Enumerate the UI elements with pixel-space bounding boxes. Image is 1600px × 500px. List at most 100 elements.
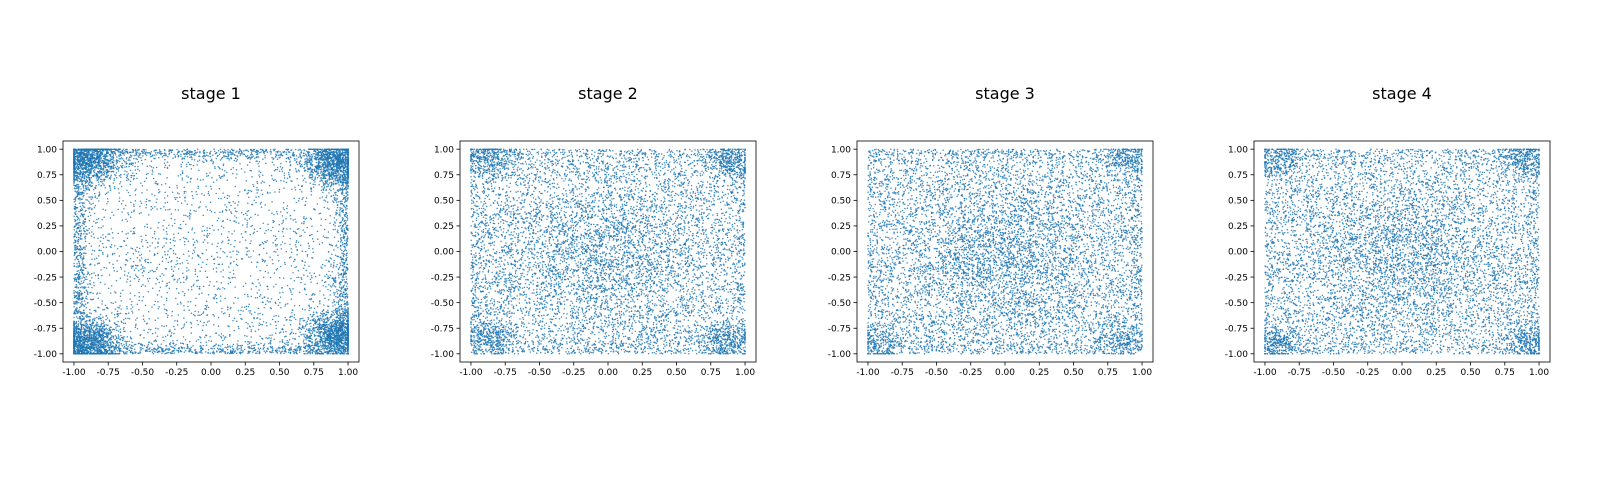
scatter-point — [327, 173, 329, 175]
scatter-point — [283, 209, 285, 211]
scatter-point — [344, 352, 346, 354]
scatter-point — [107, 325, 109, 327]
scatter-point — [140, 349, 142, 351]
scatter-point — [126, 313, 128, 315]
scatter-point — [171, 332, 173, 334]
scatter-point — [118, 330, 120, 332]
scatter-point — [334, 199, 336, 201]
scatter-point — [234, 246, 236, 248]
scatter-point — [146, 174, 148, 176]
scatter-point — [76, 321, 78, 323]
scatter-point — [148, 329, 150, 331]
scatter-point — [266, 325, 268, 327]
scatter-point — [193, 285, 195, 287]
scatter-point — [320, 162, 322, 164]
scatter-point — [145, 149, 147, 151]
scatter-point — [131, 304, 133, 306]
scatter-point — [83, 224, 85, 226]
scatter-point — [161, 273, 163, 275]
scatter-point — [203, 286, 205, 288]
scatter-point — [236, 343, 238, 345]
scatter-point — [155, 327, 157, 329]
scatter-point — [171, 218, 173, 220]
scatter-point — [170, 342, 172, 344]
scatter-point — [331, 351, 333, 353]
scatter-point — [258, 189, 260, 191]
scatter-point — [284, 305, 286, 307]
scatter-point — [295, 345, 297, 347]
scatter-point — [81, 225, 83, 227]
scatter-point — [159, 149, 161, 151]
scatter-point — [200, 179, 202, 181]
scatter-point — [328, 271, 330, 273]
scatter-point — [311, 234, 313, 236]
scatter-point — [194, 241, 196, 243]
scatter-point — [182, 179, 184, 181]
scatter-point — [343, 195, 345, 197]
scatter-point — [208, 285, 210, 287]
scatter-point — [191, 229, 193, 231]
scatter-point — [132, 248, 134, 250]
scatter-point — [129, 160, 131, 162]
scatter-point — [260, 294, 262, 296]
scatter-point — [190, 181, 192, 183]
scatter-point — [345, 220, 347, 222]
scatter-point — [298, 343, 300, 345]
scatter-point — [101, 181, 103, 183]
scatter-point — [202, 214, 204, 216]
scatter-point — [277, 158, 279, 160]
scatter-point — [100, 175, 102, 177]
scatter-point — [279, 341, 281, 343]
scatter-point — [204, 153, 206, 155]
scatter-point — [295, 319, 297, 321]
scatter-point — [209, 172, 211, 174]
scatter-point — [126, 348, 128, 350]
scatter-point — [102, 309, 104, 311]
scatter-point — [167, 156, 169, 158]
scatter-point — [91, 196, 93, 198]
scatter-point — [315, 276, 317, 278]
scatter-point — [114, 178, 116, 180]
scatter-point — [236, 211, 238, 213]
scatter-point — [311, 187, 313, 189]
scatter-point — [115, 308, 117, 310]
scatter-point — [219, 188, 221, 190]
scatter-point — [252, 283, 254, 285]
scatter-point — [329, 215, 331, 217]
scatter-point — [339, 266, 341, 268]
scatter-point — [107, 233, 109, 235]
scatter-point — [111, 312, 113, 314]
scatter-point — [159, 351, 161, 353]
scatter-point — [123, 347, 125, 349]
scatter-point — [313, 153, 315, 155]
scatter-point — [314, 334, 316, 336]
scatter-point — [301, 191, 303, 193]
scatter-point — [324, 297, 326, 299]
scatter-point — [283, 187, 285, 189]
scatter-point — [210, 201, 212, 203]
scatter-point — [323, 304, 325, 306]
scatter-point — [174, 240, 176, 242]
scatter-point — [284, 172, 286, 174]
scatter-point — [327, 186, 329, 188]
scatter-point — [75, 158, 77, 160]
scatter-point — [330, 345, 332, 347]
scatter-point — [173, 326, 175, 328]
scatter-point — [135, 194, 137, 196]
scatter-point — [246, 253, 248, 255]
scatter-point — [291, 265, 293, 267]
scatter-point — [343, 264, 345, 266]
scatter-point — [73, 306, 75, 308]
scatter-point — [161, 296, 163, 298]
scatter-point — [149, 245, 151, 247]
scatter-point — [318, 159, 320, 161]
scatter-point — [150, 209, 152, 211]
scatter-point — [127, 252, 129, 254]
scatter-point — [328, 251, 330, 253]
scatter-point — [85, 199, 87, 201]
scatter-point — [333, 224, 335, 226]
scatter-point — [222, 157, 224, 159]
scatter-point — [147, 259, 149, 261]
scatter-point — [166, 227, 168, 229]
scatter-point — [272, 242, 274, 244]
